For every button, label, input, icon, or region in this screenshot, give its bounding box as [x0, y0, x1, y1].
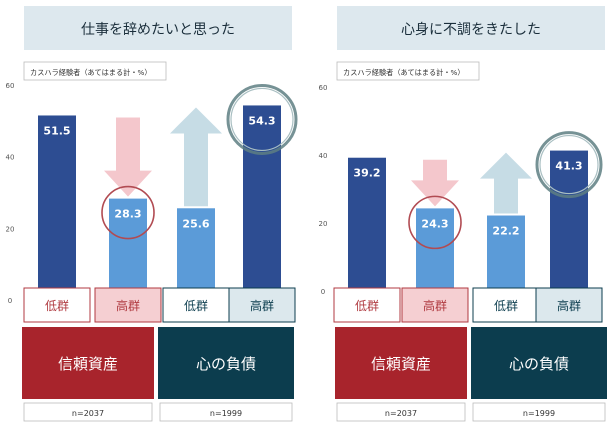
category-label: 高群 — [250, 298, 274, 313]
up-arrow-icon — [480, 152, 532, 214]
category-label: 高群 — [423, 298, 447, 313]
highlight-circle — [408, 195, 462, 250]
bar-value-label: 28.3 — [114, 208, 141, 221]
highlight-circle-inner — [539, 134, 599, 195]
chart-title: 仕事を辞めたいと思った — [81, 22, 235, 38]
bar-2 — [109, 198, 147, 300]
y-tick-label: 60 — [319, 84, 328, 92]
group-label: 心の負債 — [196, 355, 256, 373]
bar-1 — [348, 157, 386, 291]
category-label: 低群 — [355, 299, 379, 313]
category-label: 低群 — [494, 299, 518, 313]
category-label: 高群 — [116, 298, 140, 313]
sample-size-box — [23, 402, 153, 422]
highlight-circle — [535, 131, 603, 199]
bar-3 — [177, 208, 215, 300]
category-label: 高群 — [557, 298, 581, 313]
bar-value-label: 54.3 — [248, 114, 275, 127]
down-arrow-icon — [411, 159, 459, 207]
group-block-2 — [471, 327, 607, 399]
y-tick-label: 20 — [6, 225, 15, 233]
sample-size-label: n=2037 — [72, 409, 104, 418]
legend-note-box — [336, 61, 480, 81]
category-box — [333, 287, 401, 323]
y-tick-label: 40 — [6, 154, 15, 162]
sample-size-label: n=1999 — [523, 409, 555, 418]
bar-4 — [243, 105, 281, 300]
y-tick-label: 0 — [321, 288, 325, 296]
bar-value-label: 51.5 — [43, 124, 70, 137]
y-tick-label: 40 — [319, 152, 328, 160]
group-label: 信頼資産 — [371, 355, 431, 373]
highlight-circle-inner — [230, 87, 294, 152]
sample-size-label: n=1999 — [210, 409, 242, 418]
category-label: 低群 — [45, 299, 69, 313]
category-box — [401, 287, 469, 323]
group-label: 心の負債 — [509, 355, 569, 373]
y-tick-label: 60 — [6, 82, 15, 90]
sample-size-box — [336, 402, 466, 422]
category-box — [162, 287, 230, 323]
bar-value-label: 39.2 — [353, 167, 380, 180]
category-label: 低群 — [184, 299, 208, 313]
category-box — [23, 287, 91, 323]
group-block-2 — [158, 327, 294, 399]
group-block-1 — [22, 327, 154, 399]
legend-note: カスハラ経験者（あてはまる計・%） — [343, 68, 465, 77]
sample-size-box — [472, 402, 606, 422]
up-arrow-icon — [170, 107, 222, 207]
sample-size-box — [159, 402, 293, 422]
y-tick-label: 20 — [319, 220, 328, 228]
legend-note-box — [23, 61, 167, 81]
bar-1 — [38, 115, 76, 301]
y-tick-label: 0 — [8, 297, 12, 305]
category-box — [472, 287, 540, 323]
sample-size-label: n=2037 — [385, 409, 417, 418]
highlight-circle — [226, 83, 298, 155]
category-box — [228, 287, 296, 323]
bar-value-label: 25.6 — [182, 217, 209, 230]
chart-title-banner — [337, 6, 605, 50]
chart-title-banner — [24, 6, 292, 50]
bar-value-label: 41.3 — [555, 160, 582, 173]
chart-title: 心身に不調をきたした — [401, 22, 541, 38]
bar-3 — [487, 215, 525, 291]
bar-2 — [416, 208, 454, 291]
group-label: 信頼資産 — [58, 355, 118, 373]
group-block-1 — [335, 327, 467, 399]
down-arrow-icon — [104, 117, 152, 197]
category-box — [535, 287, 603, 323]
bar-value-label: 24.3 — [421, 217, 448, 230]
bar-4 — [550, 150, 588, 291]
highlight-circle — [101, 185, 155, 240]
legend-note: カスハラ経験者（あてはまる計・%） — [30, 68, 152, 77]
category-box — [94, 287, 162, 323]
bar-value-label: 22.2 — [492, 225, 519, 238]
